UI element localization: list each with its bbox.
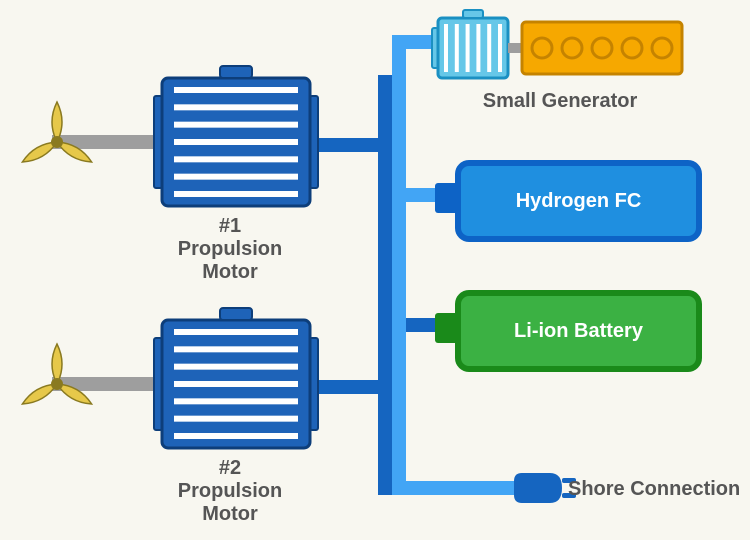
motor1-label-line3: Motor [202, 261, 258, 283]
motor2-label-line2: Propulsion [178, 480, 282, 502]
motor2-label-line1: #2 [219, 457, 241, 479]
battery-label: Li-ion Battery [514, 320, 643, 343]
fuel-cell-box: Hydrogen FC [455, 160, 702, 242]
battery-box: Li-ion Battery [455, 290, 702, 372]
motor1-label-line1: #1 [219, 215, 241, 237]
generator-label: Small Generator [440, 90, 680, 113]
battery-tip [435, 313, 455, 343]
fuel-cell-label: Hydrogen FC [516, 190, 642, 213]
motor2-label-line3: Motor [202, 503, 258, 525]
motor1-label-line2: Propulsion [178, 238, 282, 260]
shore-label: Shore Connection [568, 478, 740, 501]
diagram-canvas [0, 0, 750, 540]
fuel-cell-tip [435, 183, 455, 213]
motor2-label: #2 Propulsion Motor [150, 457, 310, 526]
motor1-label: #1 Propulsion Motor [150, 215, 310, 284]
